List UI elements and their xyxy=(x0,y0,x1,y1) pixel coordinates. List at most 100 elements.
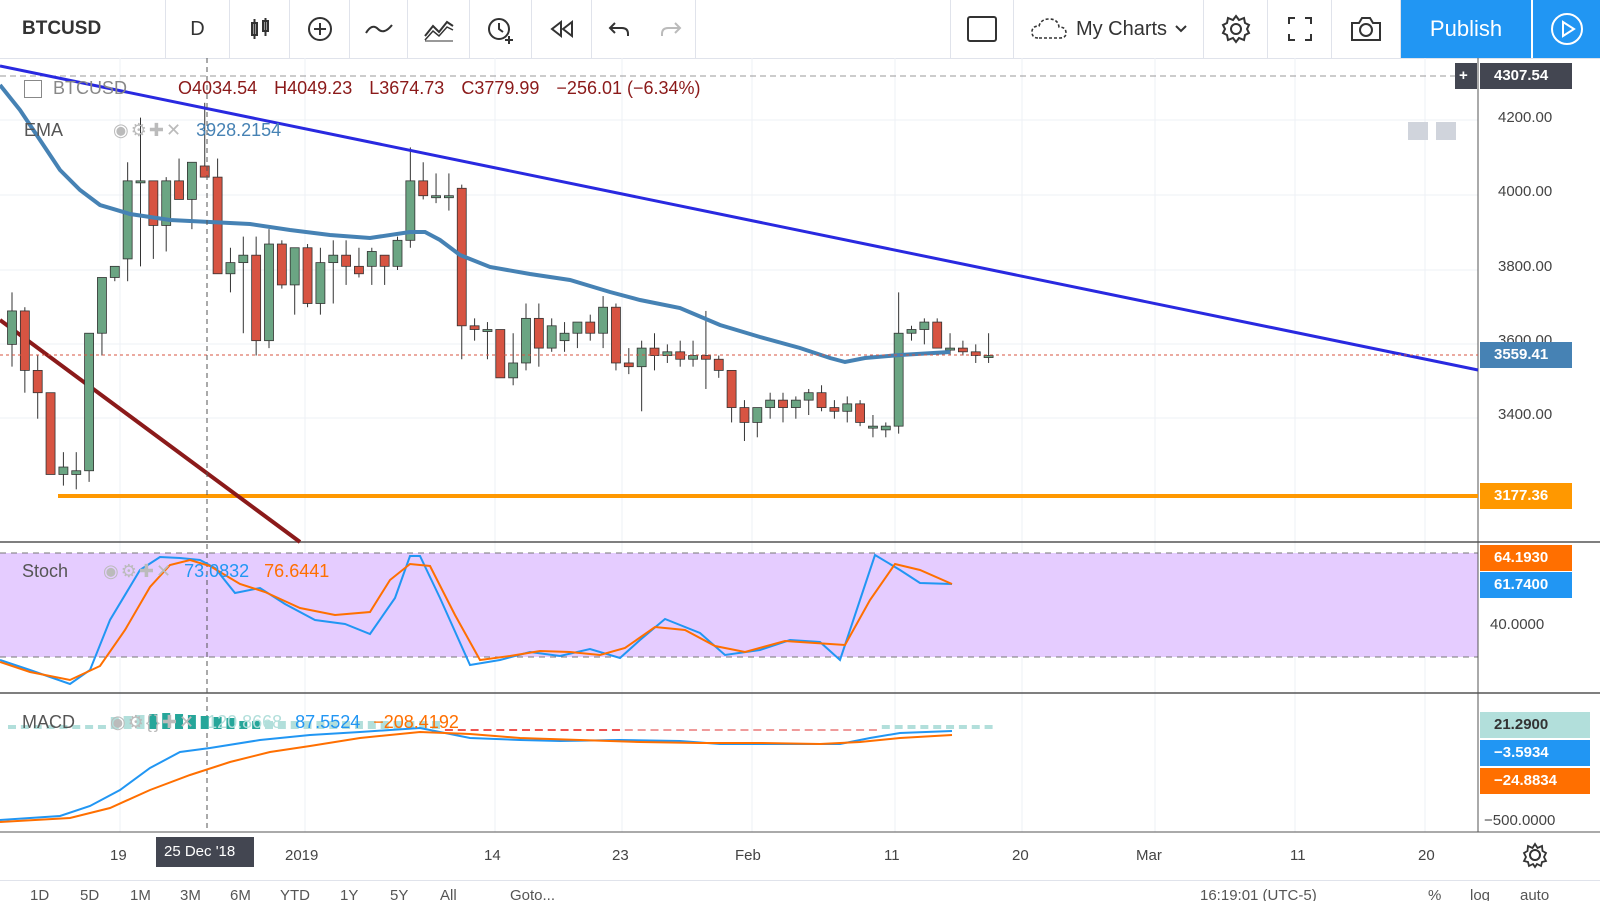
macd-bar xyxy=(971,725,980,729)
crosshair-plus-icon[interactable]: + xyxy=(1455,63,1477,89)
chart-area[interactable] xyxy=(0,58,1600,900)
range-tab[interactable]: 1Y xyxy=(340,887,359,901)
macd-legend[interactable]: MACD ◉⚙{}✚✕ 120.8668 87.5524 −208.4192 xyxy=(22,712,459,733)
candle-body xyxy=(765,399,776,408)
stoch-tick: 40.0000 xyxy=(1490,616,1545,633)
candle-body xyxy=(893,332,904,427)
alert-icon[interactable] xyxy=(470,0,532,58)
candle-body xyxy=(739,407,750,423)
collapse-icon[interactable] xyxy=(24,80,42,99)
candle-body xyxy=(392,239,403,267)
range-tab[interactable]: All xyxy=(440,887,457,901)
macd-bar xyxy=(252,721,261,729)
legend-controls-icon[interactable]: ◉⚙✚✕ xyxy=(103,561,174,581)
replay-icon[interactable] xyxy=(532,0,592,58)
macd-line-chip: −3.5934 xyxy=(1480,740,1590,766)
range-tab[interactable]: 3M xyxy=(180,887,201,901)
candle-body xyxy=(328,254,339,264)
my-charts-button[interactable]: My Charts xyxy=(1014,0,1204,58)
candle-body xyxy=(225,262,236,275)
candle-body xyxy=(880,425,891,431)
candle-body xyxy=(431,195,441,199)
candle-body xyxy=(816,392,827,408)
axis-settings-icon[interactable] xyxy=(1522,842,1548,869)
clock-label[interactable]: 16:19:01 (UTC-5) xyxy=(1200,887,1317,901)
legend-controls-icon[interactable]: ◉⚙✚✕ xyxy=(113,120,184,140)
price-tick: 4200.00 xyxy=(1498,109,1553,126)
macd-bar xyxy=(470,729,479,731)
settings-icon[interactable] xyxy=(1204,0,1268,58)
my-charts-label: My Charts xyxy=(1075,17,1168,40)
time-label: Feb xyxy=(735,847,761,864)
macd-bar xyxy=(843,729,852,731)
macd-bar xyxy=(984,725,993,729)
cloud-icon xyxy=(1031,18,1067,39)
range-tab[interactable]: 5D xyxy=(80,887,100,901)
candle-body xyxy=(238,254,249,264)
candle-body xyxy=(675,351,686,360)
range-tab[interactable]: 1D xyxy=(30,887,50,901)
snapshot-icon[interactable] xyxy=(1332,0,1401,58)
ema-value: 3928.2154 xyxy=(196,120,282,140)
range-tab[interactable]: 6M xyxy=(230,887,251,901)
time-label: 19 xyxy=(110,847,127,864)
macd-bar xyxy=(72,725,81,729)
candle-body xyxy=(636,347,647,368)
candle-body xyxy=(315,262,326,304)
range-tab[interactable]: YTD xyxy=(280,887,310,901)
ema-legend[interactable]: EMA ◉⚙✚✕ 3928.2154 xyxy=(24,120,281,141)
legend-controls-icon[interactable]: ◉⚙{}✚✕ xyxy=(110,712,197,732)
macd-bar xyxy=(791,729,800,731)
candle-body xyxy=(533,317,544,349)
macd-bar xyxy=(406,721,415,729)
candle-body xyxy=(585,321,596,334)
macd-bar xyxy=(483,729,492,731)
publish-button[interactable]: Publish xyxy=(1401,0,1531,58)
candle-body xyxy=(790,399,801,408)
pane-down-icon[interactable] xyxy=(1408,122,1428,140)
macd-bar xyxy=(110,717,119,729)
candle-body xyxy=(148,180,159,226)
candle-body xyxy=(649,347,660,356)
fullscreen-icon[interactable] xyxy=(1268,0,1332,58)
main-legend: BTCUSD O4034.54 H4049.23 L3674.73 C3779.… xyxy=(24,78,701,99)
candle-body xyxy=(701,355,711,360)
candle-body xyxy=(803,392,814,401)
stoch-d-value: 76.6441 xyxy=(264,561,330,581)
undo-icon[interactable] xyxy=(592,0,646,58)
goto-button[interactable]: Goto... xyxy=(510,887,556,901)
log-toggle[interactable]: log xyxy=(1470,887,1491,901)
macd-bar xyxy=(136,715,145,729)
macd-bar xyxy=(586,729,595,731)
legend-symbol[interactable]: BTCUSD xyxy=(53,78,128,98)
templates-icon[interactable] xyxy=(408,0,470,58)
auto-toggle[interactable]: auto xyxy=(1520,887,1550,901)
candle-body xyxy=(868,425,878,429)
last-price-chip: 3559.41 xyxy=(1480,342,1572,368)
stoch-band xyxy=(0,553,1478,657)
bar-style-icon[interactable] xyxy=(230,0,290,58)
red-trendline[interactable] xyxy=(0,318,302,544)
blue-trendline[interactable] xyxy=(0,64,1479,372)
macd-bar xyxy=(97,725,106,729)
grid xyxy=(0,58,1478,832)
percent-toggle[interactable]: % xyxy=(1428,887,1442,901)
pane-updown-icon[interactable] xyxy=(1436,122,1456,140)
symbol-search[interactable]: BTCUSD xyxy=(0,0,166,58)
range-tab[interactable]: 1M xyxy=(130,887,151,901)
candle-body xyxy=(19,310,30,371)
stoch-legend[interactable]: Stoch ◉⚙✚✕ 73.0832 76.6441 xyxy=(22,561,329,582)
candle-body xyxy=(174,180,184,200)
candle-body xyxy=(855,403,865,423)
redo-icon[interactable] xyxy=(646,0,696,58)
candle-body xyxy=(688,355,698,360)
macd-line xyxy=(0,726,953,821)
indicators-icon[interactable] xyxy=(350,0,408,58)
play-icon[interactable] xyxy=(1533,0,1600,58)
interval-button[interactable]: D xyxy=(166,0,230,58)
macd-bar xyxy=(316,721,325,729)
add-indicator-icon[interactable] xyxy=(290,0,350,58)
range-tab[interactable]: 5Y xyxy=(390,887,409,901)
candle-body xyxy=(958,347,968,353)
layout-icon[interactable] xyxy=(950,0,1014,58)
